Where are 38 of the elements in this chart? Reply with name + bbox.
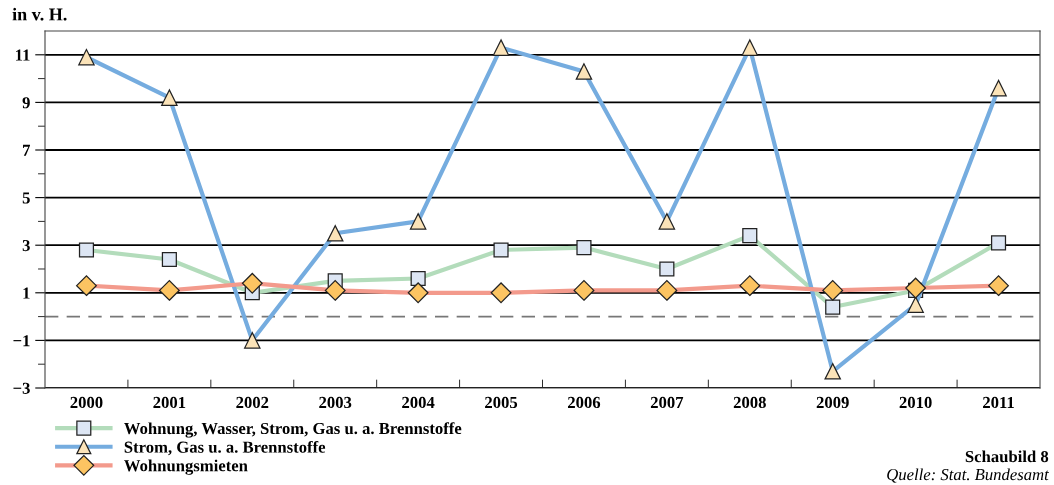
y-tick-label: 9 <box>22 97 30 109</box>
y-tick-label: 3 <box>22 239 30 252</box>
point <box>822 279 844 301</box>
x-tick-label: 2009 <box>816 396 849 409</box>
x-tick-label: 2004 <box>402 396 435 409</box>
y-tick-label: 7 <box>23 144 31 156</box>
point <box>656 279 678 301</box>
point <box>573 279 595 301</box>
text: Schaubild 8 <box>965 450 1049 463</box>
legend-label: Wohnungsmieten <box>124 459 248 475</box>
point <box>324 279 346 301</box>
x-tick-label: 2008 <box>733 396 766 409</box>
point <box>490 282 512 304</box>
x-tick-label: 2006 <box>567 396 601 409</box>
point <box>988 275 1009 297</box>
source-note: Quelle: Stat. Bundesamt <box>887 468 1050 483</box>
point <box>241 272 263 294</box>
x-tick-label: 2010 <box>899 396 932 409</box>
x-tick-label: 2000 <box>70 396 103 409</box>
point <box>905 277 927 299</box>
legend-label: Strom, Gas u. a. Brennstoffe <box>124 440 326 456</box>
point <box>158 279 180 301</box>
x-tick-label: 2011 <box>983 396 1014 409</box>
x-tick-label: 2005 <box>485 396 518 409</box>
legend-label: Wohnung, Wasser, Strom, Gas u. a. Brennstoffe <box>124 422 462 438</box>
point <box>739 275 761 297</box>
point <box>407 282 429 304</box>
x-tick-label: 2007 <box>650 396 684 409</box>
x-tick-label: 2001 <box>153 396 186 409</box>
y-tick-label: −3 <box>13 382 30 394</box>
y-tick-label: 5 <box>22 192 30 204</box>
y-axis-title: in v. H. <box>12 7 67 21</box>
point <box>76 275 97 297</box>
y-tick-label: 1 <box>23 287 30 299</box>
y-tick-label: −1 <box>13 335 30 347</box>
x-tick-label: 2002 <box>236 396 269 409</box>
y-tick-label: 11 <box>16 49 30 61</box>
x-tick-label: 2003 <box>319 396 352 409</box>
